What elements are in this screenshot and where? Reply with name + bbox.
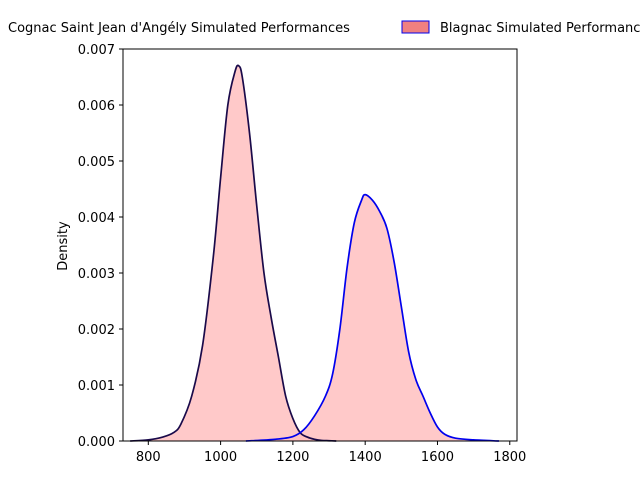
legend: Cognac Saint Jean d'Angély Simulated Per… — [8, 20, 640, 36]
density-area-1 — [245, 194, 499, 441]
y-tick-label: 0.001 — [78, 379, 115, 394]
legend-label-blagnac: Blagnac Simulated Performances — [440, 21, 640, 36]
x-tick-label: 800 — [136, 450, 161, 465]
y-tick-label: 0.003 — [78, 267, 115, 282]
legend-label-cognac: Cognac Saint Jean d'Angély Simulated Per… — [8, 21, 350, 36]
y-tick-label: 0.002 — [78, 323, 115, 338]
y-tick-label: 0.006 — [78, 99, 115, 114]
plot-frame — [122, 48, 518, 442]
density-areas — [130, 65, 499, 441]
x-axis-ticks: 800 1000 1200 1400 1600 1800 — [136, 441, 526, 465]
y-tick-label: 0.005 — [78, 155, 115, 170]
legend-swatch-blagnac — [401, 20, 430, 34]
x-tick-label: 1000 — [204, 450, 237, 465]
density-area-0 — [130, 65, 337, 441]
density-lines — [130, 64, 499, 442]
axes — [122, 48, 518, 442]
y-tick-label: 0.004 — [78, 211, 115, 226]
density-line-0 — [130, 64, 337, 442]
y-axis-label: Density — [56, 221, 71, 271]
y-axis-ticks: 0.000 0.001 0.002 0.003 0.004 0.005 0.006 0.007 — [78, 43, 123, 450]
x-tick-label: 1800 — [493, 450, 526, 465]
x-tick-label: 1600 — [421, 450, 454, 465]
y-tick-label: 0.000 — [78, 435, 115, 450]
y-tick-label: 0.007 — [78, 43, 115, 58]
x-tick-label: 1400 — [349, 450, 382, 465]
density-line-1 — [245, 193, 499, 442]
x-tick-label: 1200 — [276, 450, 309, 465]
